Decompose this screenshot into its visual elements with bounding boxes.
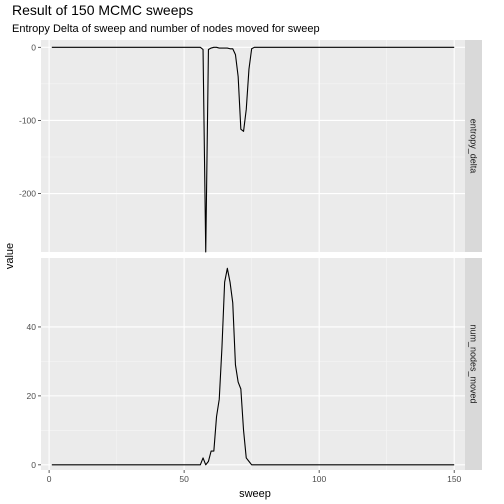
y-tick-label: 0 [31,42,36,52]
x-tick-label: 0 [47,474,52,484]
facet-strip-label: num_nodes_moved [469,324,479,403]
panel-background [41,258,465,470]
panel-background [41,40,465,252]
facet-strip-label: entropy_delta [469,119,479,174]
chart-title: Result of 150 MCMC sweeps [12,2,193,18]
x-tick-label: 50 [179,474,189,484]
x-tick-label: 100 [312,474,326,484]
y-tick-label: -200 [19,189,36,199]
y-tick-label: 0 [31,460,36,470]
y-axis-title: value [4,243,16,269]
y-tick-label: 40 [27,322,37,332]
x-tick-label: 150 [447,474,461,484]
y-tick-label: 20 [27,391,37,401]
facet-panels: 0 -100 -200 entropy_delta 0 20 40 num_nodes_mov… [19,40,482,484]
x-axis-title: sweep [239,488,271,500]
chart-subtitle: Entropy Delta of sweep and number of nod… [12,23,320,35]
y-tick-label: -100 [19,115,36,125]
